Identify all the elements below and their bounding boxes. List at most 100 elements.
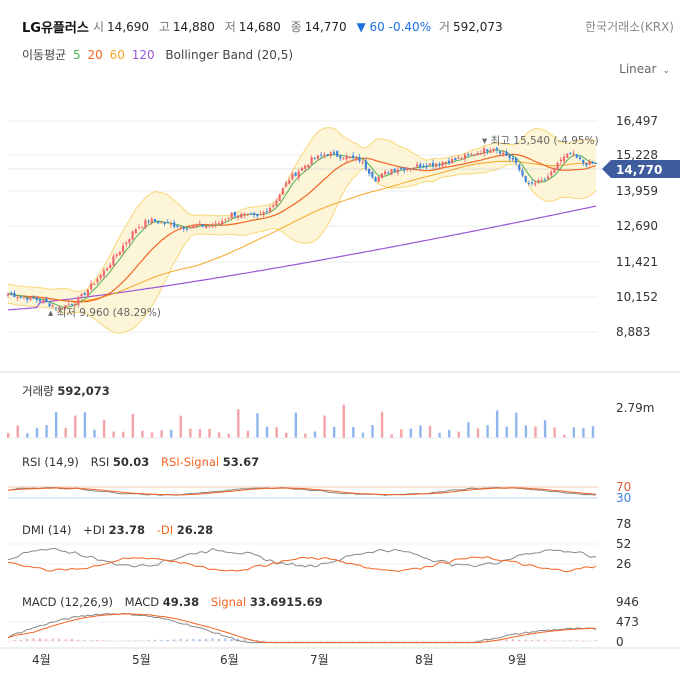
- candle: [93, 282, 96, 285]
- macd-hist-bar: [294, 641, 297, 642]
- volume-bar: [591, 426, 595, 438]
- candle: [387, 170, 390, 174]
- volume-bar: [438, 432, 441, 438]
- candle: [169, 220, 173, 228]
- ma20-label[interactable]: 20: [87, 48, 103, 62]
- volume-bar: [265, 426, 269, 438]
- candle: [508, 153, 511, 162]
- candle: [150, 216, 153, 226]
- macd-hist-bar: [576, 640, 578, 641]
- dmi-title: DMI (14) +DI 23.78 -DI 26.28: [22, 523, 213, 537]
- macd-hist-bar: [51, 638, 54, 641]
- candle: [45, 296, 48, 303]
- macd-hist-bar: [320, 641, 322, 642]
- candle: [380, 172, 383, 179]
- volume-bar: [371, 425, 374, 438]
- candle: [591, 160, 594, 165]
- volume-bar: [294, 412, 298, 438]
- plus-di-line: [7, 547, 597, 568]
- x-tick: 9월: [508, 653, 527, 667]
- candle: [77, 295, 80, 308]
- macd-hist-bar: [486, 639, 489, 641]
- candle: [441, 161, 444, 169]
- macd-hist-bar: [301, 641, 303, 642]
- macd-hist-bar: [160, 640, 163, 641]
- macd-hist-bar: [409, 641, 412, 642]
- y-tick: 8,883: [616, 325, 650, 339]
- candle: [297, 168, 300, 181]
- bollinger-label[interactable]: Bollinger Band (20,5): [165, 48, 294, 62]
- candle: [166, 218, 169, 224]
- macd-hist-bar: [275, 641, 278, 642]
- current-price-label: 14,770: [616, 163, 662, 177]
- candle: [451, 156, 454, 164]
- x-tick: 4월: [32, 653, 51, 667]
- candle: [58, 305, 61, 312]
- ma60-label[interactable]: 60: [109, 48, 125, 62]
- candle: [422, 163, 425, 169]
- candle: [221, 218, 224, 226]
- volume-bar: [112, 431, 115, 438]
- change-pct: -0.40%: [388, 20, 432, 34]
- candle: [355, 156, 358, 162]
- candle: [80, 292, 83, 300]
- candle: [502, 150, 505, 157]
- candle: [22, 296, 26, 300]
- macd-hist-bar: [135, 640, 137, 642]
- volume-bar: [448, 429, 451, 438]
- volume-bar: [563, 434, 566, 438]
- volume-bar: [141, 430, 144, 438]
- candle: [61, 307, 64, 310]
- macd-hist-bar: [397, 641, 399, 642]
- candle: [457, 155, 460, 159]
- rsi-signal-line: [7, 487, 597, 496]
- macd-hist-bar: [179, 638, 182, 641]
- candle: [578, 155, 582, 161]
- candle: [364, 158, 368, 172]
- volume-bar: [361, 432, 365, 438]
- candle: [118, 251, 121, 256]
- macd-hist-bar: [448, 641, 450, 642]
- macd-hist-bar: [269, 640, 271, 642]
- macd-hist-bar: [262, 640, 265, 642]
- candle: [51, 303, 54, 308]
- candle: [527, 180, 530, 186]
- candle: [26, 297, 29, 304]
- volume-bar: [83, 412, 87, 438]
- candle: [10, 291, 13, 296]
- macd-hist-bar: [7, 641, 9, 642]
- macd-hist-bar: [45, 638, 48, 641]
- macd-hist-bar: [224, 638, 227, 641]
- volume-bar: [495, 410, 499, 438]
- candle: [518, 163, 521, 172]
- ma120-label[interactable]: 120: [131, 48, 155, 62]
- quote-header: LG유플러스 시 14,690 고 14,880 저 14,680 종 14,770 ▼…: [0, 0, 680, 80]
- y-tick: 11,421: [616, 255, 658, 269]
- candle: [294, 172, 297, 177]
- ma5-label[interactable]: 5: [73, 48, 81, 62]
- candle: [211, 222, 214, 228]
- volume-bar: [217, 432, 221, 438]
- macd-hist-bar: [147, 639, 150, 641]
- macd-hist-bar: [198, 639, 201, 641]
- candle: [153, 218, 157, 222]
- scale-toggle[interactable]: Linear ⌄: [619, 62, 670, 76]
- volume-bar: [467, 422, 470, 438]
- dmi-y-tick: 78: [616, 517, 631, 531]
- quote-line: 시 14,690 고 14,880 저 14,680 종 14,770 ▼ 60 -0.…: [93, 18, 509, 35]
- high-label: 고: [158, 20, 170, 34]
- macd-hist-bar: [307, 641, 310, 642]
- chevron-down-icon: ⌄: [662, 66, 670, 76]
- price-y-axis: 16,497 15,228 13,959 12,690 11,421 10,15…: [616, 114, 658, 339]
- macd-hist-bar: [505, 639, 508, 641]
- candle: [115, 252, 118, 259]
- macd-hist-bar: [390, 641, 393, 642]
- macd-hist-bar: [441, 641, 444, 642]
- open-label: 시: [93, 20, 105, 34]
- candle: [575, 153, 578, 159]
- ma60-line: [7, 160, 597, 302]
- candle: [425, 162, 428, 170]
- volume-bar: [515, 412, 518, 438]
- candle: [559, 156, 562, 165]
